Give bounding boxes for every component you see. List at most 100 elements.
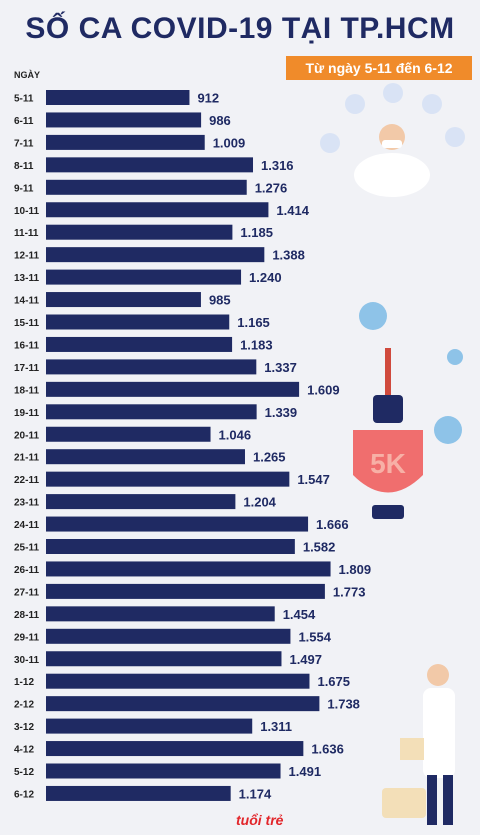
bar xyxy=(46,628,291,644)
data-label: 1.773 xyxy=(333,584,366,599)
category-label: 27-11 xyxy=(14,587,39,598)
bar xyxy=(46,134,205,150)
bar xyxy=(46,696,320,712)
category-label: 12-11 xyxy=(14,251,39,262)
category-label: 19-11 xyxy=(14,408,39,419)
data-label: 1.738 xyxy=(327,697,360,712)
bar xyxy=(46,202,269,218)
tuoi-tre-logo: tuổi trẻ xyxy=(236,812,284,828)
bar xyxy=(46,247,265,263)
data-label: 1.497 xyxy=(289,652,322,667)
bar xyxy=(46,336,233,352)
bar xyxy=(46,292,201,308)
data-label: 1.240 xyxy=(249,270,282,285)
doctor-illustration-top xyxy=(320,83,465,197)
data-label: 1.204 xyxy=(243,495,276,510)
bar xyxy=(46,157,254,173)
data-label: 1.675 xyxy=(317,674,350,689)
bar xyxy=(46,539,295,554)
category-label: 21-11 xyxy=(14,453,39,464)
category-label: 4-12 xyxy=(14,745,34,756)
y-axis-label: NGÀY xyxy=(14,70,41,80)
category-label: 11-11 xyxy=(14,228,39,239)
bar xyxy=(46,112,202,128)
bar xyxy=(46,651,282,667)
category-label: 28-11 xyxy=(14,610,39,621)
bar xyxy=(46,561,331,577)
category-label: 5-12 xyxy=(14,767,34,778)
data-label: 1.339 xyxy=(265,405,298,420)
category-label: 1-12 xyxy=(14,677,34,688)
data-label: 1.185 xyxy=(240,225,273,240)
data-label: 1.809 xyxy=(339,562,372,577)
data-label: 1.174 xyxy=(239,786,272,801)
category-label: 3-12 xyxy=(14,722,34,733)
data-label: 986 xyxy=(209,113,231,128)
category-label: 6-12 xyxy=(14,789,34,800)
bar xyxy=(46,516,309,532)
data-label: 1.388 xyxy=(272,248,305,263)
data-label: 912 xyxy=(197,91,219,106)
category-label: 7-11 xyxy=(14,138,34,149)
category-label: 25-11 xyxy=(14,543,39,554)
bar xyxy=(46,269,242,285)
data-label: 1.454 xyxy=(283,607,316,622)
data-label: 1.582 xyxy=(303,540,336,555)
bar xyxy=(46,494,236,510)
category-label: 5-11 xyxy=(14,94,34,105)
chart-subtitle: Từ ngày 5-11 đến 6-12 xyxy=(286,56,472,80)
bar xyxy=(46,404,257,420)
doctor-illustration-bottom xyxy=(382,664,455,825)
category-label: 30-11 xyxy=(14,655,39,666)
data-label: 1.165 xyxy=(237,315,270,330)
data-label: 1.547 xyxy=(297,472,330,487)
data-label: 1.046 xyxy=(219,427,252,442)
data-label: 1.265 xyxy=(253,450,286,465)
virus-icon xyxy=(359,302,463,444)
chart-title: SỐ CA COVID-19 TẠI TP.HCM xyxy=(25,12,455,45)
bar xyxy=(46,673,310,689)
data-label: 1.009 xyxy=(213,135,246,150)
bar xyxy=(46,224,233,240)
category-label: 2-12 xyxy=(14,700,34,711)
bar xyxy=(46,359,257,375)
bar xyxy=(46,718,253,734)
bar xyxy=(46,314,230,330)
category-label: 9-11 xyxy=(14,183,34,194)
category-label: 14-11 xyxy=(14,296,39,307)
bar xyxy=(46,449,245,465)
category-label: 16-11 xyxy=(14,340,39,351)
data-label: 1.609 xyxy=(307,382,340,397)
svg-text:5K: 5K xyxy=(370,448,406,479)
data-label: 1.276 xyxy=(255,180,288,195)
bar xyxy=(46,741,304,757)
bar xyxy=(46,90,190,105)
category-label: 18-11 xyxy=(14,385,39,396)
data-label: 1.311 xyxy=(260,719,292,734)
bar xyxy=(46,179,247,195)
category-label: 15-11 xyxy=(14,318,39,329)
vaccine-shield-illustration: 5K xyxy=(353,348,423,519)
data-label: 1.337 xyxy=(264,360,297,375)
data-label: 985 xyxy=(209,293,231,308)
bar xyxy=(46,606,275,622)
data-label: 1.491 xyxy=(289,764,322,779)
category-label: 23-11 xyxy=(14,498,39,509)
category-label: 29-11 xyxy=(14,632,39,643)
category-label: 22-11 xyxy=(14,475,39,486)
data-label: 1.414 xyxy=(276,203,309,218)
category-label: 10-11 xyxy=(14,206,39,217)
bar xyxy=(46,381,300,397)
data-label: 1.316 xyxy=(261,158,294,173)
bar xyxy=(46,426,211,442)
category-label: 20-11 xyxy=(14,430,39,441)
category-label: 8-11 xyxy=(14,161,34,172)
bar xyxy=(46,471,290,487)
category-label: 24-11 xyxy=(14,520,39,531)
category-label: 17-11 xyxy=(14,363,39,374)
bar xyxy=(46,583,325,599)
category-label: 6-11 xyxy=(14,116,34,127)
bar xyxy=(46,763,281,779)
category-label: 26-11 xyxy=(14,565,39,576)
